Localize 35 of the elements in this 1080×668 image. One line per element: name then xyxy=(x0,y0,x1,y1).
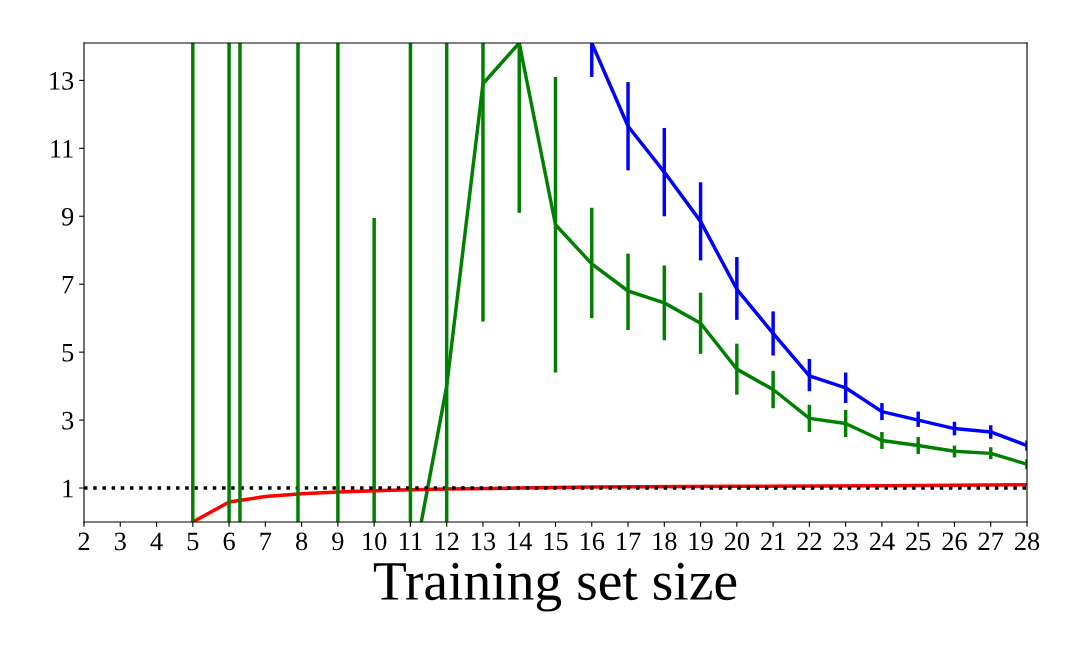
y-tick-label: 5 xyxy=(62,344,74,362)
x-tick-label: 17 xyxy=(617,532,641,551)
x-tick-label: 27 xyxy=(978,532,1004,551)
x-tick-label: 28 xyxy=(1014,532,1040,551)
x-tick-label: 18 xyxy=(653,532,677,551)
y-tick-label: 3 xyxy=(62,411,74,430)
y-tick-label: 9 xyxy=(61,207,74,226)
x-tick-label: 12 xyxy=(435,532,459,551)
x-tick-label: 14 xyxy=(508,532,533,551)
x-tick-label: 4 xyxy=(150,532,163,551)
x-tick-label: 25 xyxy=(906,532,931,551)
x-tick-label: 26 xyxy=(942,532,967,551)
x-tick-label: 7 xyxy=(260,532,272,551)
y-tick-label: 1 xyxy=(63,479,73,498)
x-tick-label: 2 xyxy=(78,532,90,551)
x-tick-label: 22 xyxy=(797,532,822,551)
x-tick-label: 8 xyxy=(296,532,308,551)
x-tick-label: 24 xyxy=(869,532,895,551)
x-tick-label: 11 xyxy=(400,532,422,551)
x-tick-label: 21 xyxy=(761,532,785,551)
x-tick-label: 19 xyxy=(689,532,713,551)
x-tick-label: 6 xyxy=(223,532,235,551)
y-tick-label: 7 xyxy=(62,276,74,294)
x-tick-label: 9 xyxy=(332,532,344,551)
x-tick-label: 20 xyxy=(724,532,750,551)
x-tick-label: 3 xyxy=(114,532,126,551)
x-tick-label: 23 xyxy=(833,532,858,551)
x-tick-label: 10 xyxy=(363,532,387,551)
y-tick-label: 13 xyxy=(50,72,74,90)
x-tick-label: 5 xyxy=(187,532,199,551)
y-tick-label: 11 xyxy=(51,140,73,158)
x-tick-label: 15 xyxy=(544,532,568,551)
x-axis-title: Training set size xyxy=(373,562,737,612)
x-tick-label: 16 xyxy=(580,532,605,551)
x-tick-label: 13 xyxy=(472,532,496,551)
